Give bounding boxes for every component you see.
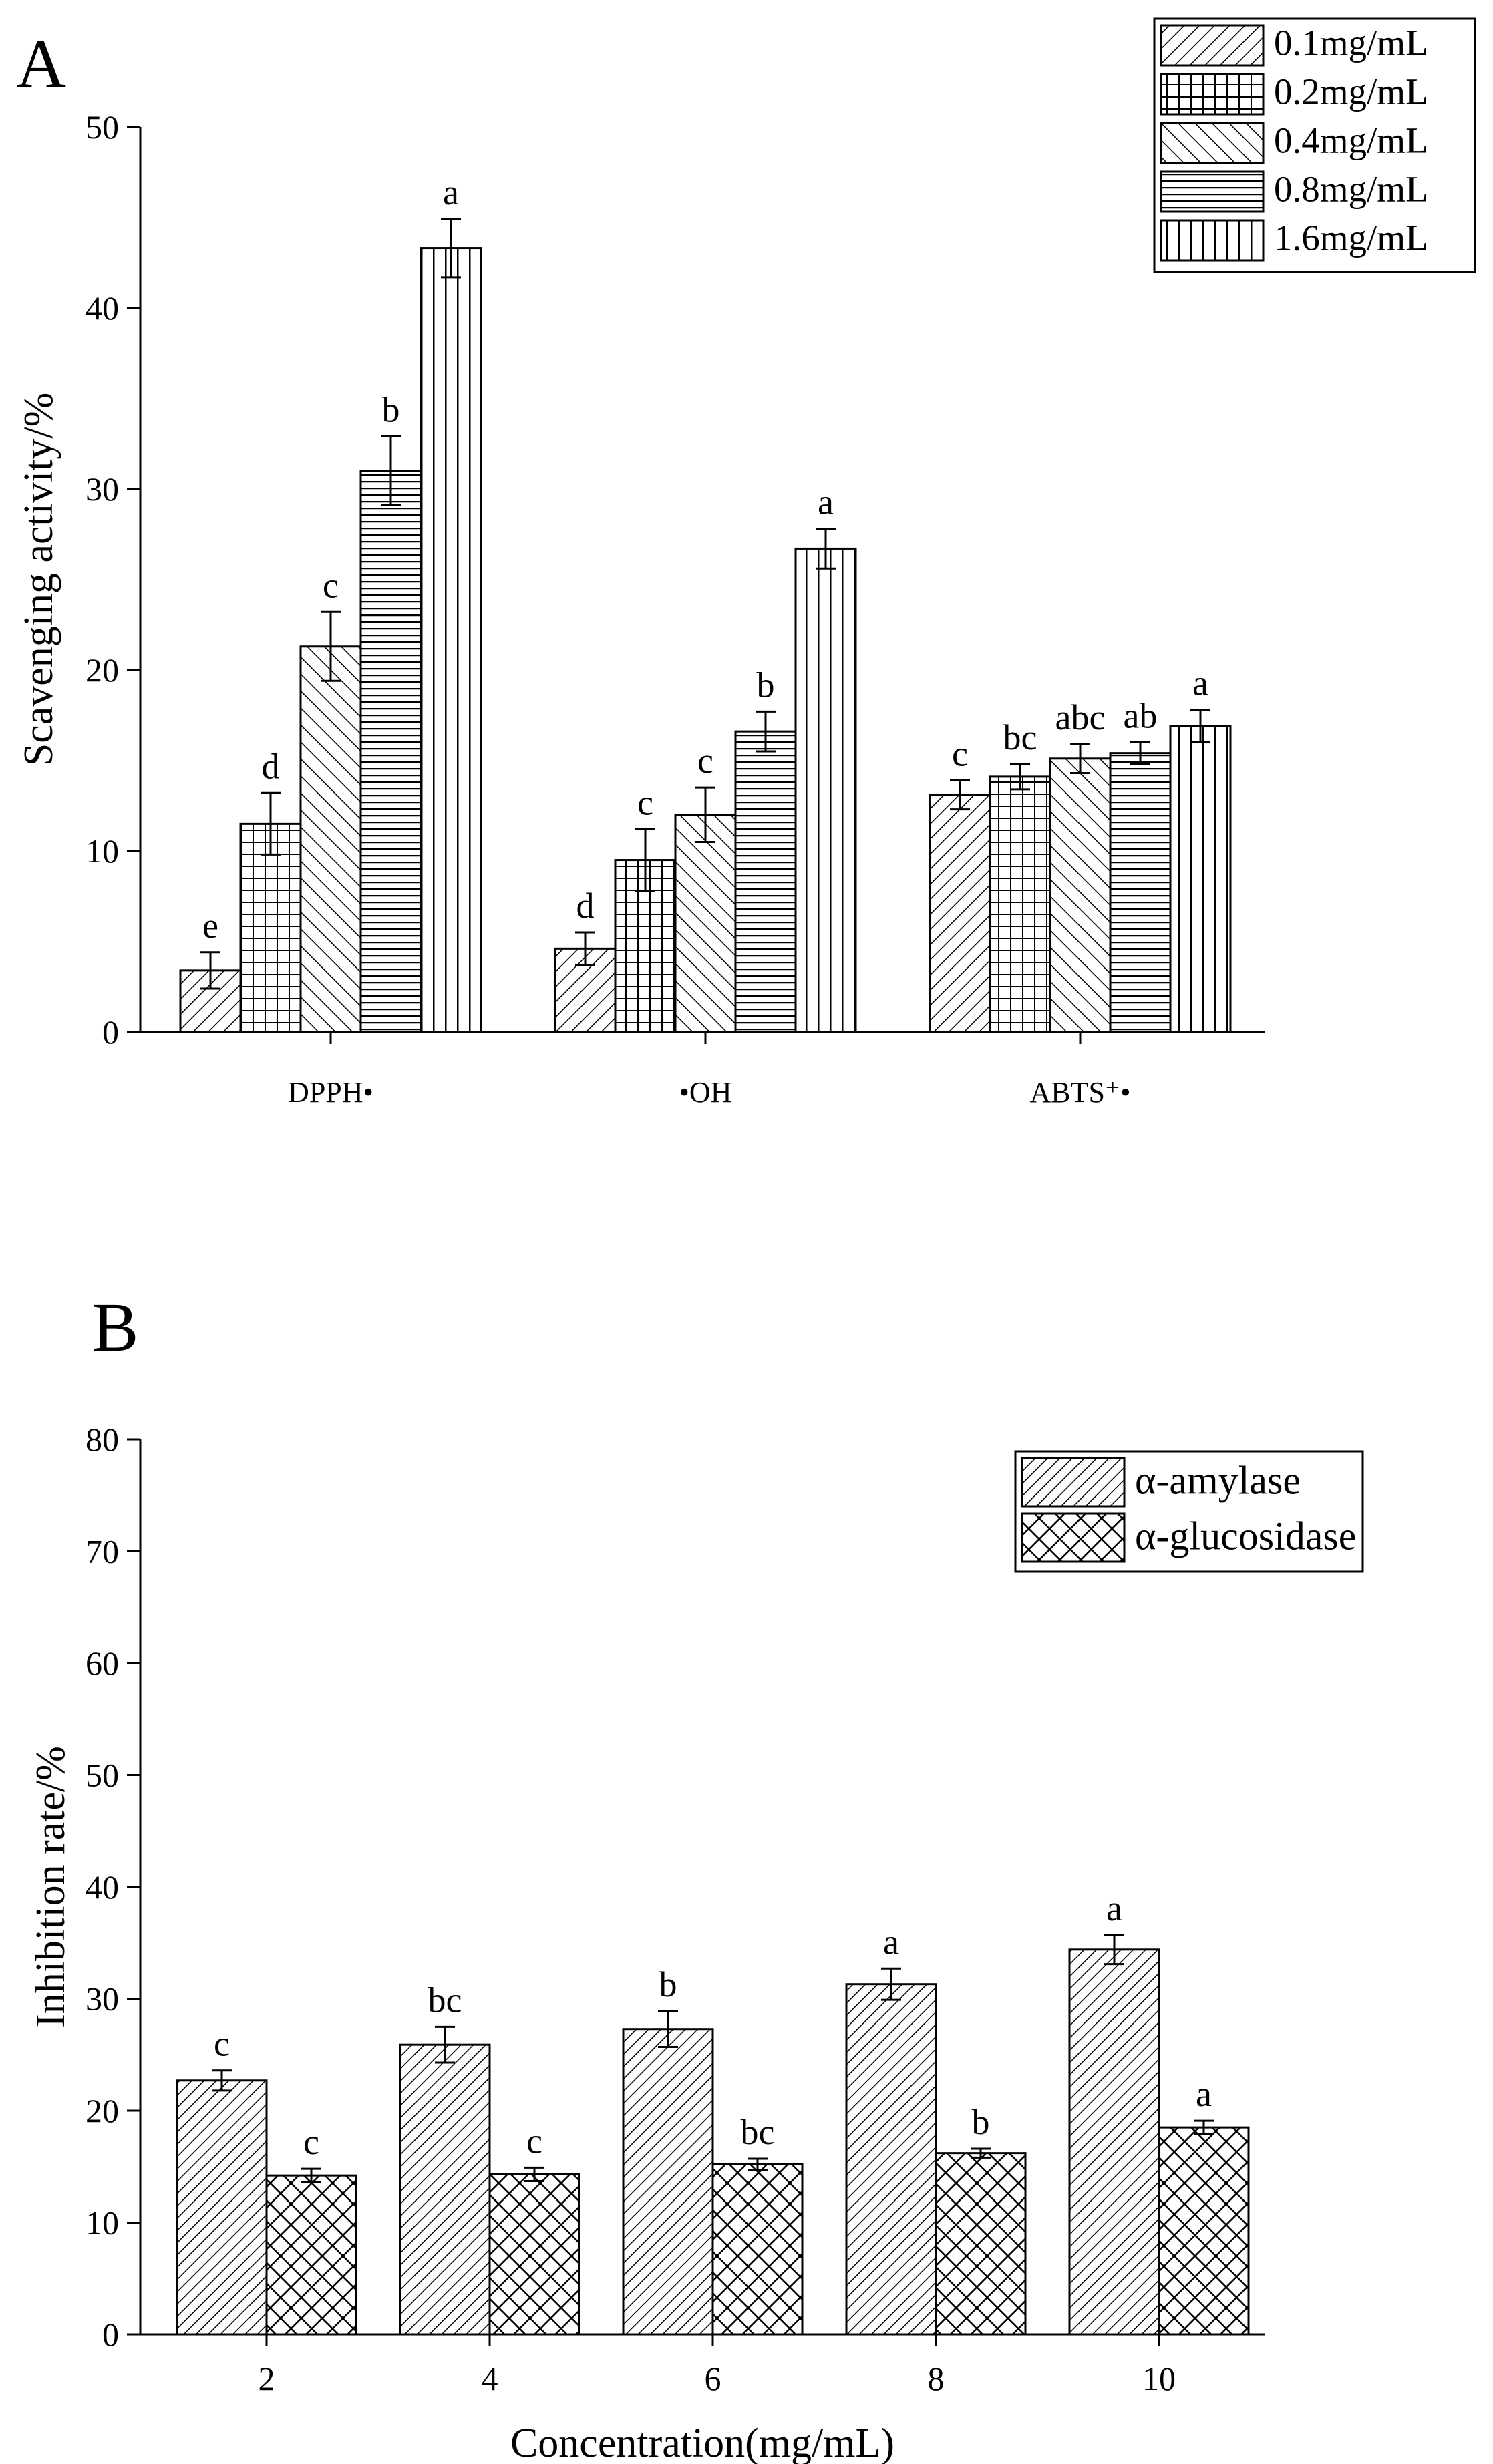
legend-label: 0.4mg/mL <box>1274 120 1428 160</box>
bar <box>622 2028 714 2336</box>
legend-swatch <box>1160 219 1265 262</box>
significance-letter: e <box>202 906 218 946</box>
legend-swatch <box>1160 122 1265 164</box>
y-tick-label: 0 <box>102 1013 119 1051</box>
x-tick-label: •OH <box>679 1076 732 1109</box>
bar <box>299 645 362 1033</box>
x-tick-label: 10 <box>1142 2360 1176 2397</box>
significance-letter: c <box>952 733 968 773</box>
y-tick-label: 30 <box>86 470 119 508</box>
x-tick-label: 2 <box>259 2360 275 2397</box>
y-tick-label: 50 <box>86 108 119 146</box>
legend-swatch <box>1160 73 1265 116</box>
y-tick-label: 40 <box>86 1868 119 1906</box>
y-tick-label: 20 <box>86 2092 119 2129</box>
bar <box>488 2173 580 2336</box>
bar <box>929 794 991 1033</box>
significance-letter: b <box>972 2102 990 2142</box>
bar <box>935 2152 1027 2336</box>
x-tick-label: 4 <box>482 2360 498 2397</box>
bar <box>674 814 737 1033</box>
significance-letter: b <box>659 1964 677 2004</box>
y-axis-title: Scavenging activity/% <box>16 393 61 767</box>
significance-letter: a <box>1196 2074 1212 2114</box>
bar <box>794 547 857 1033</box>
significance-letter: ab <box>1124 695 1158 735</box>
significance-letter: b <box>757 665 775 705</box>
y-tick-label: 70 <box>86 1533 119 1570</box>
significance-letter: bc <box>1003 717 1037 757</box>
significance-letter: d <box>576 886 595 926</box>
bar <box>420 247 482 1033</box>
legend-label: 1.6mg/mL <box>1274 217 1428 258</box>
significance-letter: bc <box>428 1980 462 2020</box>
y-tick-label: 10 <box>86 832 119 870</box>
legend-swatch <box>1021 1457 1126 1508</box>
significance-letter: b <box>382 389 400 429</box>
x-tick-label: ABTS⁺• <box>1029 1076 1130 1109</box>
x-axis-title: Concentration(mg/mL) <box>510 2421 894 2464</box>
bar <box>359 470 422 1033</box>
bar <box>1109 752 1172 1033</box>
legend: 0.1mg/mL 0.2mg/mL 0.4mg/mL 0.8mg/mL 1.6mg/mL <box>1153 17 1476 273</box>
significance-letter: a <box>1192 663 1208 703</box>
y-tick-label: 50 <box>86 1757 119 1794</box>
significance-letter: c <box>303 2122 319 2162</box>
significance-letter: abc <box>1055 697 1106 737</box>
bar <box>1169 725 1232 1033</box>
y-tick-label: 80 <box>86 1421 119 1458</box>
bar <box>176 2079 268 2336</box>
legend-label: 0.1mg/mL <box>1274 22 1428 63</box>
bar <box>845 1983 937 2336</box>
bar <box>265 2174 357 2336</box>
y-tick-label: 20 <box>86 651 119 689</box>
legend-label: α-amylase <box>1135 1458 1301 1502</box>
bar <box>1068 1948 1160 2336</box>
legend-label: 0.2mg/mL <box>1274 71 1428 112</box>
panel-a-label: A <box>16 25 66 102</box>
significance-letter: a <box>1106 1888 1122 1928</box>
bar <box>399 2043 491 2336</box>
bar <box>734 730 797 1033</box>
panel-b-label: B <box>92 1289 138 1366</box>
y-tick-label: 40 <box>86 289 119 327</box>
x-tick-label: 8 <box>928 2360 945 2397</box>
significance-letter: bc <box>741 2112 775 2152</box>
significance-letter: c <box>323 565 339 605</box>
significance-letter: a <box>443 172 459 212</box>
legend: α-amylase α-glucosidase <box>1014 1450 1364 1573</box>
significance-letter: c <box>637 782 653 822</box>
y-tick-label: 60 <box>86 1644 119 1682</box>
legend-swatch <box>1021 1512 1126 1563</box>
bar <box>711 2163 804 2336</box>
bar <box>1049 757 1112 1033</box>
significance-letter: c <box>697 741 713 781</box>
panel-b-chart: B 0 10 20 30 40 50 60 70 80 Inhibition rate/% Conc… <box>28 1289 1364 2464</box>
significance-letter: c <box>526 2121 542 2161</box>
significance-letter: d <box>262 746 280 786</box>
x-tick-label: DPPH• <box>288 1076 373 1109</box>
y-tick-label: 10 <box>86 2204 119 2242</box>
legend-swatch <box>1160 24 1265 67</box>
bar <box>989 775 1051 1033</box>
significance-letter: a <box>818 482 834 522</box>
significance-letter: a <box>883 1922 899 1962</box>
panel-a-chart: A 0 10 20 30 40 50 Scavenging activity/% DPPH• e… <box>16 17 1476 1109</box>
legend-swatch <box>1160 170 1265 213</box>
legend-label: α-glucosidase <box>1135 1514 1356 1558</box>
x-tick-label: 6 <box>705 2360 721 2397</box>
y-tick-label: 0 <box>102 2316 119 2353</box>
bar <box>1158 2126 1250 2336</box>
significance-letter: c <box>214 2024 230 2064</box>
y-axis-title: Inhibition rate/% <box>28 1746 73 2028</box>
legend-label: 0.8mg/mL <box>1274 168 1428 209</box>
y-tick-label: 30 <box>86 1980 119 2018</box>
